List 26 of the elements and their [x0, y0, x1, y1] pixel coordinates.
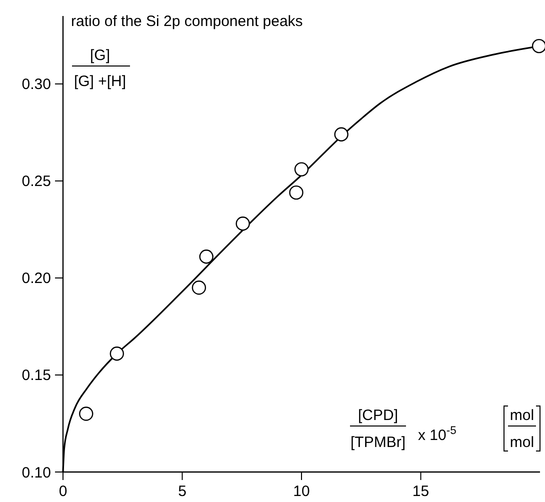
- point: [79, 406, 94, 421]
- y-tick-label: 0.25: [22, 173, 51, 190]
- x-tick-label: 0: [58, 483, 68, 500]
- annotation: mol: [510, 434, 534, 451]
- y-tick-label: 0.15: [22, 367, 51, 384]
- point: [199, 250, 214, 264]
- chart-title: ratio of the Si 2p component peaks: [71, 13, 303, 30]
- point: [532, 38, 545, 54]
- annotation: [G] +[H]: [74, 73, 126, 90]
- annotation: [G]: [90, 47, 110, 64]
- point: [110, 346, 124, 361]
- y-tick-label: 0.30: [22, 76, 51, 94]
- point: [192, 280, 206, 295]
- x-tick-label: 15: [412, 483, 430, 500]
- annotation: mol: [510, 407, 534, 424]
- y-tick-label: 0.10: [22, 464, 51, 482]
- point: [294, 162, 309, 176]
- point: [289, 185, 304, 200]
- x-tick-label: 10: [293, 483, 310, 500]
- annotation: [CPD]: [358, 407, 398, 424]
- point: [236, 216, 250, 231]
- annotation: [TPMBr]: [350, 434, 406, 451]
- y-tick-label: 0.20: [22, 270, 51, 288]
- point: [334, 127, 348, 142]
- annotation: x 10$^{-5}$: [418, 425, 456, 444]
- x-tick-label: 5: [178, 483, 186, 500]
